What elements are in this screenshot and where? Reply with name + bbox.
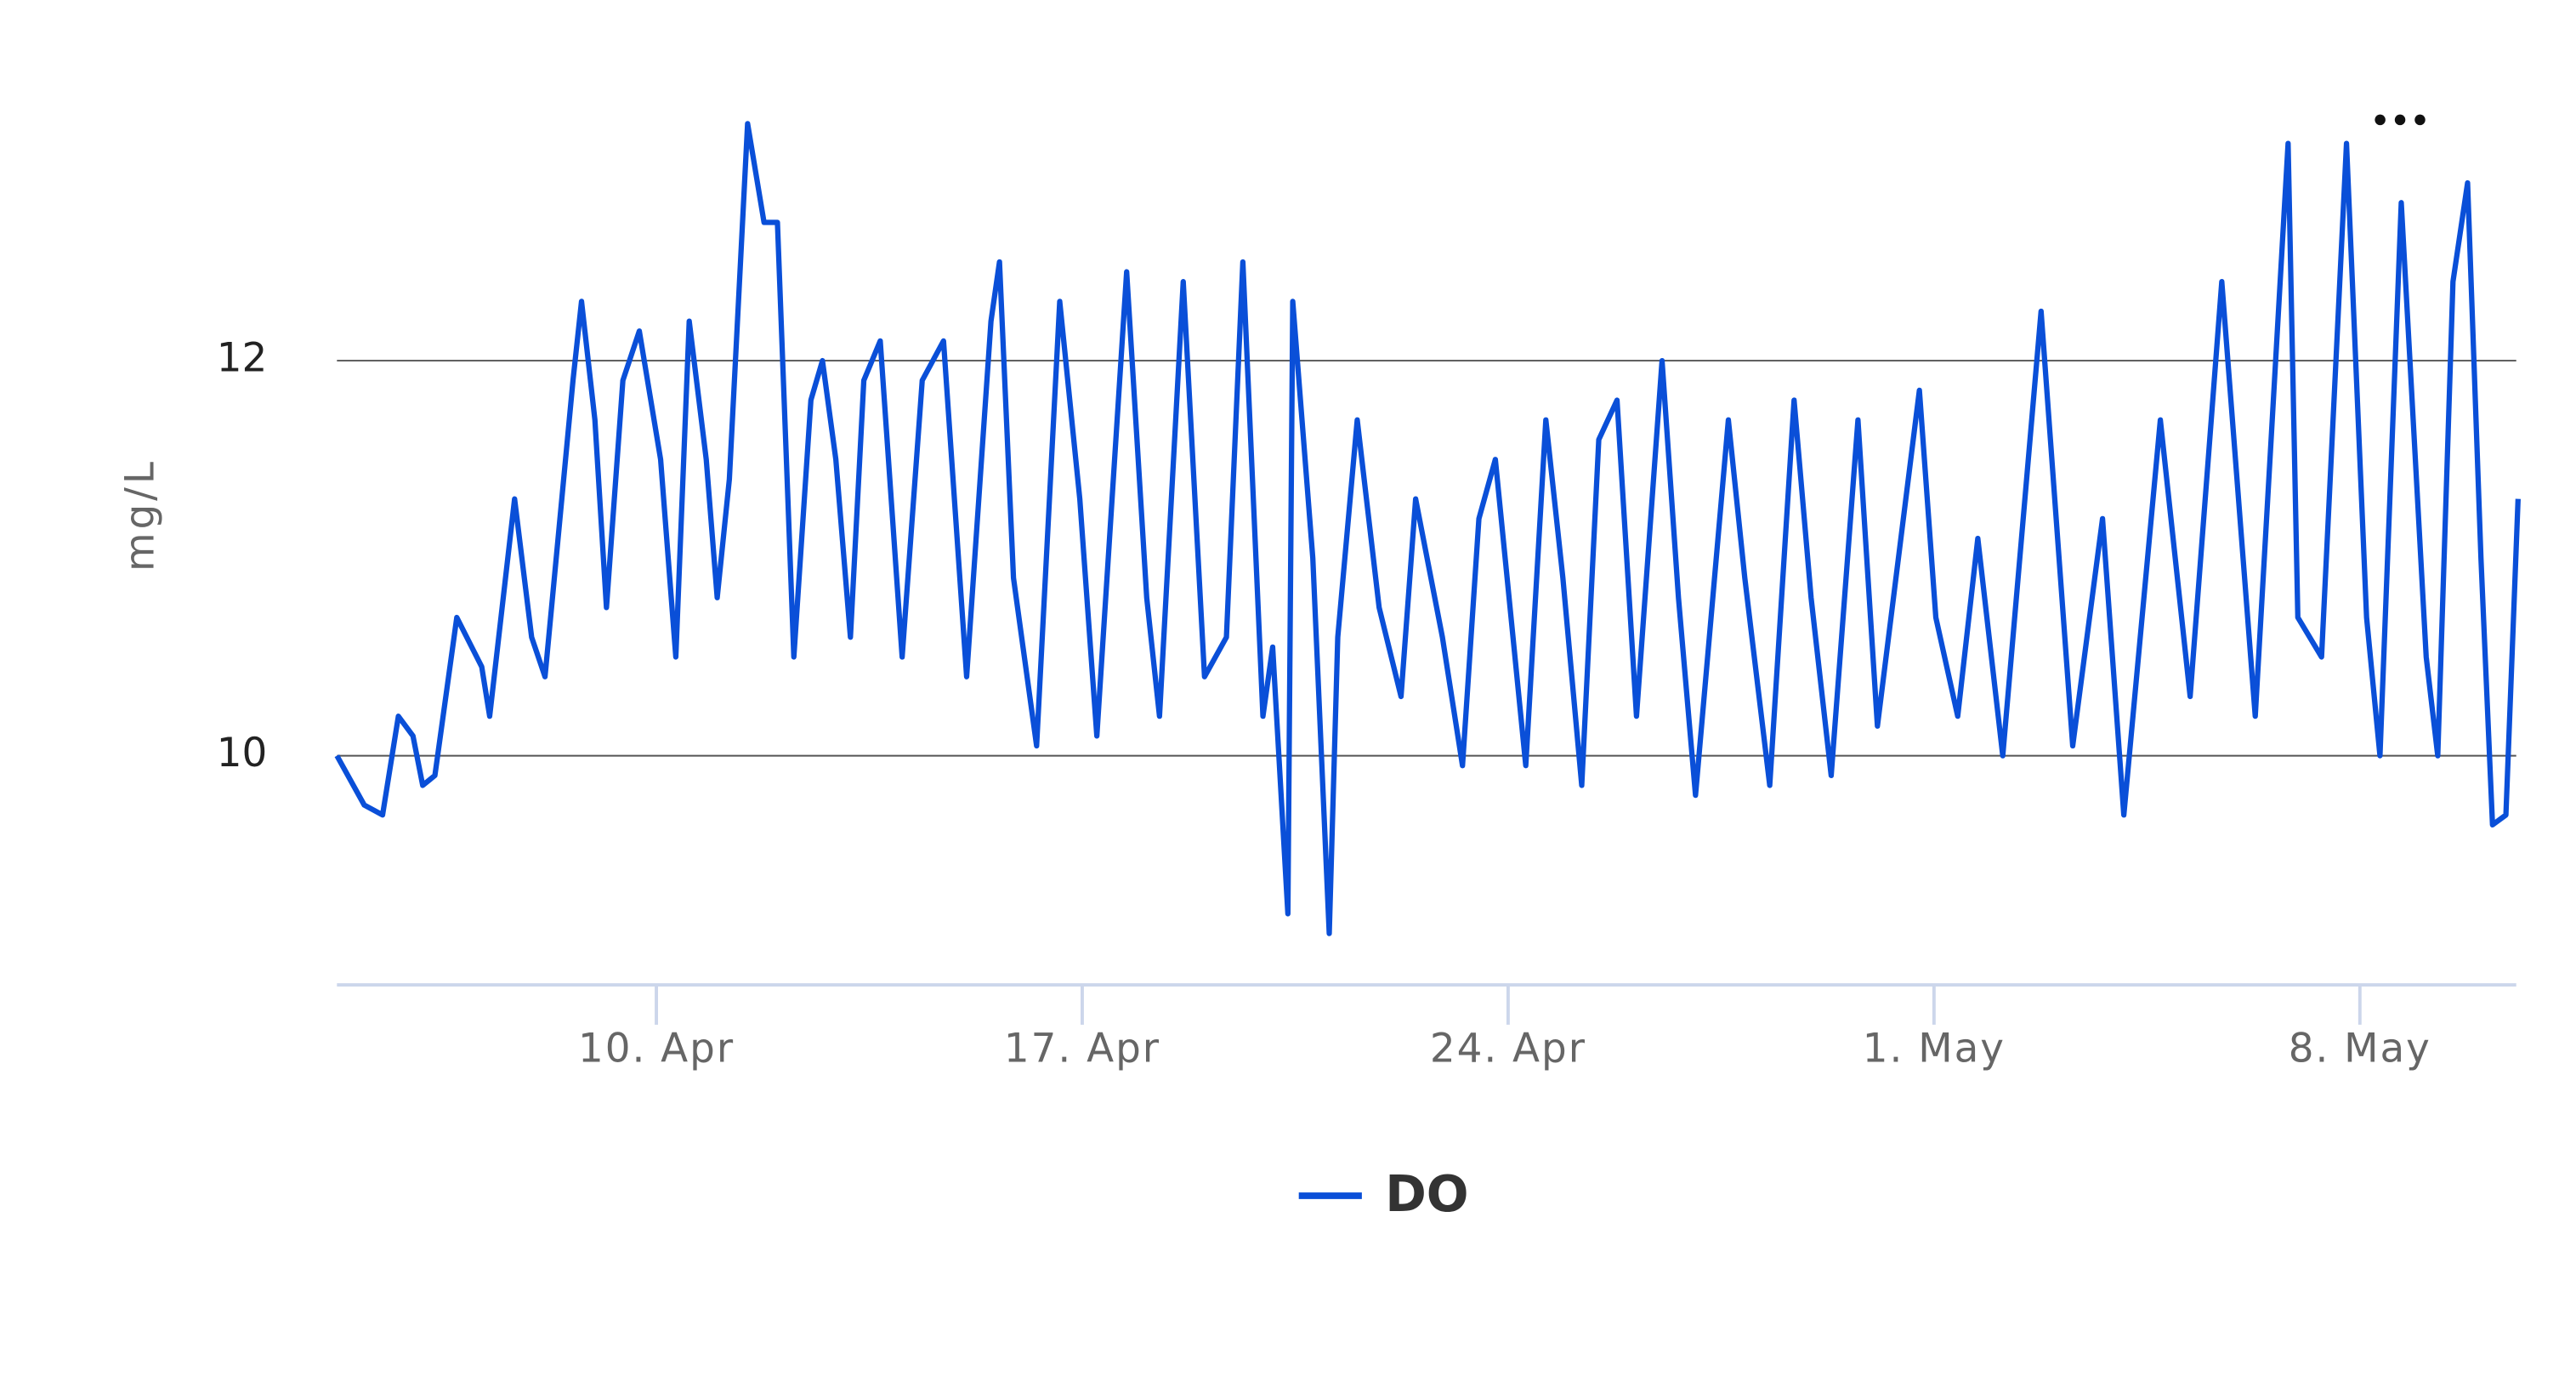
y-axis-title: mg/L <box>117 458 163 572</box>
y-tick-label: 12 <box>217 336 268 382</box>
x-tick-label: 10. Apr <box>578 1027 735 1072</box>
y-tick-label: 10 <box>217 731 268 776</box>
x-tick-label: 8. May <box>2289 1027 2431 1072</box>
x-tick-label: 1. May <box>1863 1027 2006 1072</box>
menu-dot <box>2414 114 2426 126</box>
data-line <box>334 121 2521 936</box>
menu-dot <box>2394 114 2406 126</box>
menu-dot <box>2375 114 2386 126</box>
x-tick-label: 17. Apr <box>1004 1027 1160 1072</box>
menu-button[interactable] <box>2375 114 2426 126</box>
x-tick-label: 24. Apr <box>1430 1027 1586 1072</box>
legend-label: DO <box>1385 1165 1468 1223</box>
